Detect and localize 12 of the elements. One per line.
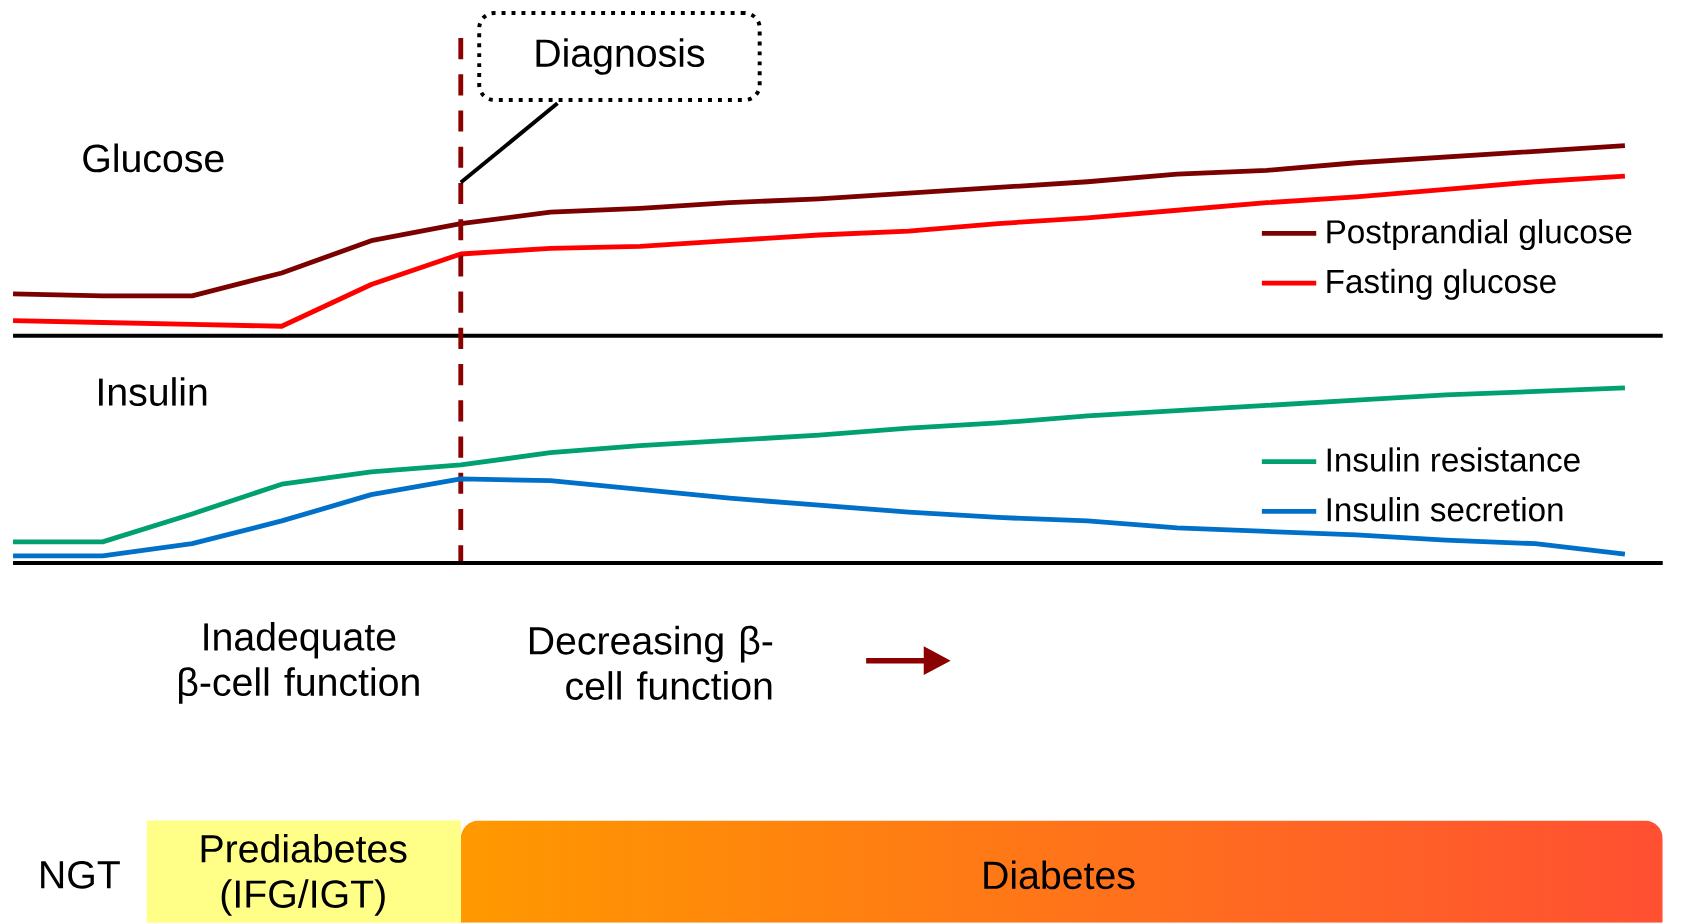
text: Diagnosis	[536, 38, 705, 75]
legend-label: Postprandial glucose	[1327, 219, 1632, 251]
text: NGT	[41, 861, 120, 889]
chart-title: Glucose	[83, 143, 224, 173]
chart-title: Insulin	[99, 377, 207, 407]
text: Diabetes	[984, 860, 1135, 890]
text: Inadequate β-cell function	[179, 622, 419, 705]
text: Prediabetes (IFG/IGT)	[201, 834, 407, 916]
legend-label: Fasting glucose	[1327, 269, 1556, 300]
legend-label: Insulin secretion	[1327, 497, 1563, 522]
legend-label: Insulin resistance	[1327, 447, 1580, 472]
text: Decreasing β-cell function	[529, 626, 773, 701]
